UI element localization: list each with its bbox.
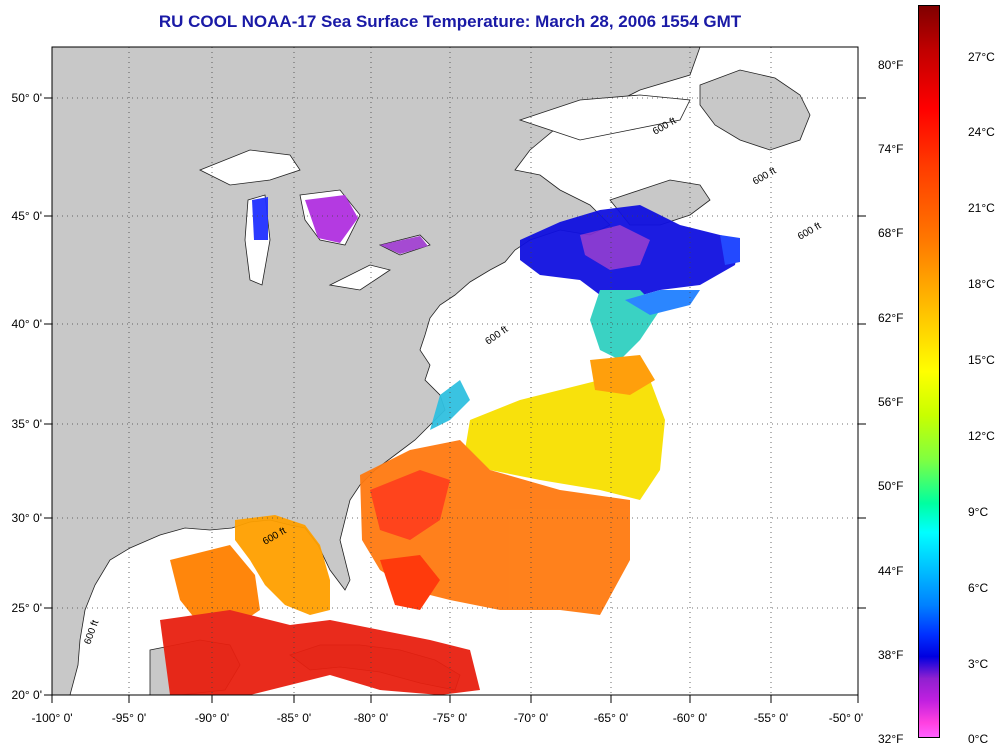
fahrenheit-label: 56°F xyxy=(878,395,904,409)
bahamas-red xyxy=(380,555,440,610)
lon-label: -80° 0' xyxy=(354,711,388,725)
fahrenheit-label: 44°F xyxy=(878,564,904,578)
celsius-label: 27°C xyxy=(968,50,995,64)
lon-label: -85° 0' xyxy=(277,711,311,725)
fahrenheit-label: 32°F xyxy=(878,732,904,746)
gulf-of-maine-purple xyxy=(580,225,650,270)
lon-label: -90° 0' xyxy=(195,711,229,725)
fahrenheit-label: 68°F xyxy=(878,226,904,240)
celsius-label: 9°C xyxy=(968,505,989,519)
lon-label: -70° 0' xyxy=(514,711,548,725)
lat-label: 40° 0' xyxy=(12,317,42,331)
fahrenheit-label: 38°F xyxy=(878,648,904,662)
celsius-label: 15°C xyxy=(968,353,995,367)
lon-label: -75° 0' xyxy=(433,711,467,725)
map-frame xyxy=(51,46,859,696)
lake-huron-sst xyxy=(305,195,358,243)
lon-label: -50° 0' xyxy=(829,711,863,725)
lake-michigan-sst xyxy=(252,197,268,240)
gulf-of-mexico-west xyxy=(170,545,260,630)
gulf-of-mexico-east xyxy=(235,515,330,615)
lon-label: -55° 0' xyxy=(754,711,788,725)
lat-label: 45° 0' xyxy=(12,209,42,223)
gulf-stream-red xyxy=(370,470,450,540)
lat-label: 35° 0' xyxy=(12,417,42,431)
celsius-label: 6°C xyxy=(968,581,989,595)
fahrenheit-label: 62°F xyxy=(878,311,904,325)
celsius-label: 3°C xyxy=(968,657,989,671)
celsius-label: 12°C xyxy=(968,429,995,443)
lake-ontario-sst xyxy=(380,236,428,254)
lat-axis-labels: 50° 0' 45° 0' 40° 0' 35° 0' 30° 0' 25° 0… xyxy=(12,91,42,702)
north-atlantic-ne xyxy=(720,235,740,265)
sargasso-yellow xyxy=(465,380,665,500)
fahrenheit-label: 80°F xyxy=(878,58,904,72)
fahrenheit-label: 74°F xyxy=(878,142,904,156)
temperature-colorbar xyxy=(918,5,940,738)
grid-lines xyxy=(52,47,858,695)
sargasso-orange xyxy=(590,355,655,395)
tick-marks xyxy=(44,97,866,703)
lon-label: -100° 0' xyxy=(31,711,72,725)
lon-axis-labels: -100° 0' -95° 0' -90° 0' -85° 0' -80° 0'… xyxy=(31,711,863,725)
lon-label: -60° 0' xyxy=(673,711,707,725)
lat-label: 30° 0' xyxy=(12,511,42,525)
celsius-label: 24°C xyxy=(968,125,995,139)
celsius-label: 18°C xyxy=(968,277,995,291)
coastal-cyan xyxy=(430,380,470,430)
celsius-label: 0°C xyxy=(968,732,989,746)
newfoundland-land xyxy=(699,69,811,151)
lon-label: -65° 0' xyxy=(594,711,628,725)
lat-label: 20° 0' xyxy=(12,688,42,702)
lat-label: 50° 0' xyxy=(12,91,42,105)
map-title: RU COOL NOAA-17 Sea Surface Temperature:… xyxy=(158,12,742,31)
lon-label: -95° 0' xyxy=(112,711,146,725)
fahrenheit-label: 50°F xyxy=(878,479,904,493)
sst-overlay xyxy=(160,195,740,695)
lat-label: 25° 0' xyxy=(12,601,42,615)
north-america-land xyxy=(51,46,701,696)
slope-blue xyxy=(625,290,700,315)
celsius-label: 21°C xyxy=(968,201,995,215)
caribbean-red xyxy=(160,610,480,695)
